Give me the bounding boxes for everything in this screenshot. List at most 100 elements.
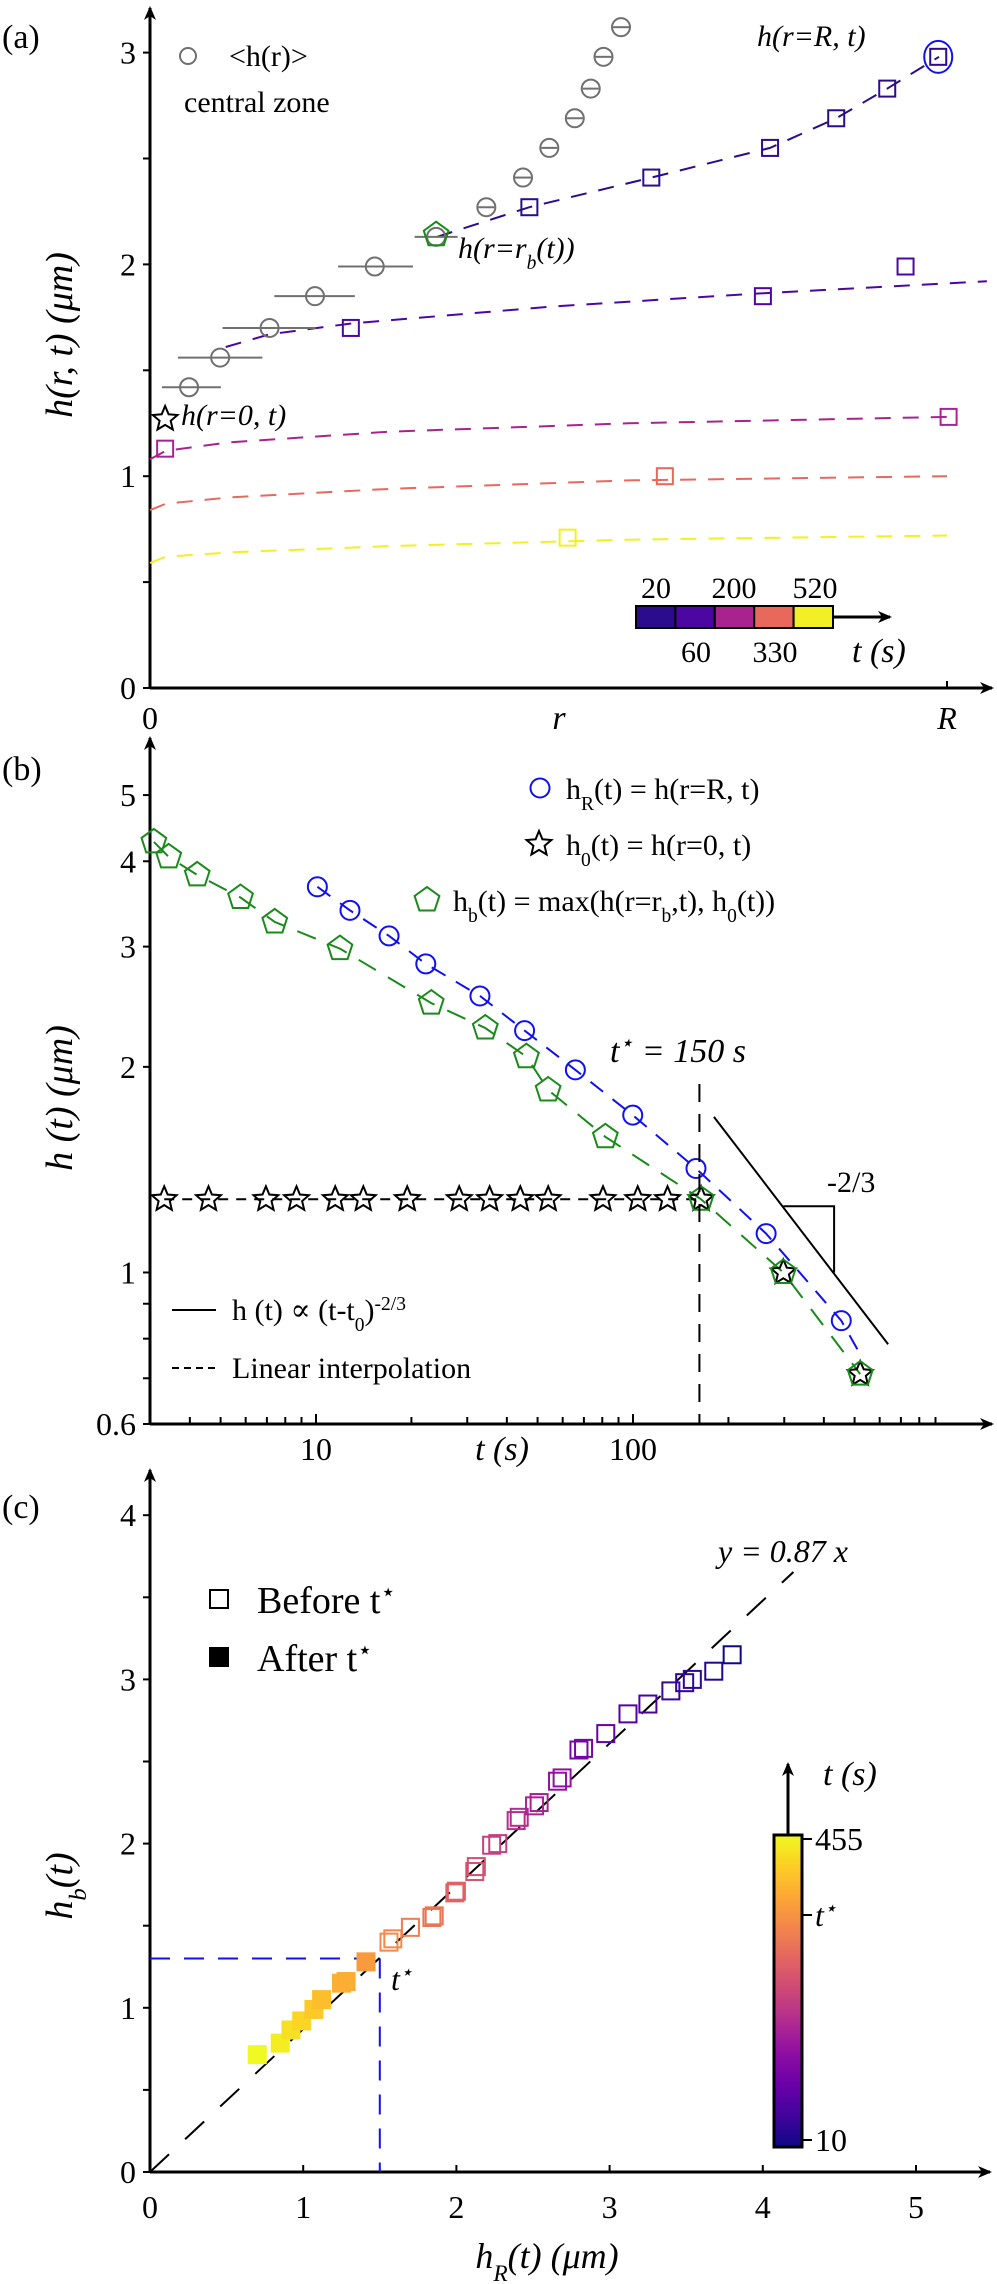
before-point xyxy=(445,1883,465,1903)
x-axis-label: hR(t) (μm) xyxy=(475,2236,618,2284)
after-point xyxy=(247,2045,267,2065)
before-point xyxy=(618,1704,638,1724)
series-1-point xyxy=(149,1183,180,1212)
center-point-marker xyxy=(150,403,180,432)
time-legend-label: 20 xyxy=(641,572,671,605)
series-0-point xyxy=(378,925,400,947)
central-zone-point xyxy=(593,46,614,67)
legend-marker-icon xyxy=(524,828,554,857)
colorbar-tick-label: t⋆ xyxy=(815,1897,837,1934)
fit-curve-t20 xyxy=(436,55,940,238)
series-0-point xyxy=(685,1157,707,1179)
time-legend-swatch xyxy=(753,605,795,629)
series-1-point xyxy=(281,1183,312,1212)
series-2-point xyxy=(140,827,168,854)
series-1-point xyxy=(251,1183,281,1212)
slope-triangle xyxy=(783,1205,836,1273)
annotation-center: h(r=0, t) xyxy=(181,399,286,432)
panel-c: (c) 0 1 2 3 4 0 1 2 3 4 5 hR(t) (μm) hb(t) y = 0.87 x t… xyxy=(2,1468,992,2284)
legend-marker-icon xyxy=(413,885,441,912)
x-axis-label: t (s) xyxy=(475,1431,529,1468)
central-zone-point xyxy=(476,197,497,218)
before-point xyxy=(488,1834,508,1854)
time-legend-swatch xyxy=(635,605,677,629)
series-1-point xyxy=(348,1183,379,1212)
legend-circle-icon xyxy=(179,47,197,65)
before-point xyxy=(465,1862,485,1882)
boundary-point-marker xyxy=(422,220,450,247)
x-tick-label: 3 xyxy=(602,2189,618,2225)
legend-label: hR(t) = h(r=R, t) xyxy=(566,773,759,815)
legend-after-icon xyxy=(209,1647,229,1667)
y-tick-label: 0.6 xyxy=(96,1406,136,1442)
series-2-point xyxy=(846,1359,874,1386)
y-tick-label: 3 xyxy=(120,929,136,965)
before-point xyxy=(574,1738,594,1758)
y-tick-label: 1 xyxy=(120,1254,136,1290)
series-1-point xyxy=(768,1256,799,1286)
series-0-point xyxy=(830,1310,852,1332)
profile-point-t20 xyxy=(827,109,846,128)
y-tick-label: 2 xyxy=(120,246,136,282)
x-tick-label: 2 xyxy=(448,2189,464,2225)
x-tick-label: 0 xyxy=(142,700,158,736)
series-0-point xyxy=(622,1104,644,1126)
x-tick-label: 5 xyxy=(908,2189,924,2225)
time-legend-axis-label: t (s) xyxy=(852,633,906,670)
time-legend-label: 330 xyxy=(753,636,798,669)
colorbar xyxy=(772,1833,804,2149)
x-tick-label: 1 xyxy=(295,2189,311,2225)
x-axis-label: r xyxy=(552,700,566,737)
series-1-point xyxy=(845,1358,876,1387)
series-2-point xyxy=(591,1122,619,1149)
panel-label-b: (b) xyxy=(2,751,42,788)
annotation-boundary: h(r=rb(t)) xyxy=(458,232,575,274)
series-1-point xyxy=(474,1183,505,1212)
y-tick-label: 0 xyxy=(120,670,136,706)
panel-b: (b) 0.6 1 2 3 4 5 10 100 t (s) h (t) (μm) t⋆ = 150 … xyxy=(2,736,994,1468)
x-tick-label: 10 xyxy=(300,1431,332,1467)
t-star-label: t⋆ = 150 s xyxy=(610,1030,746,1071)
y-axis-label: h(r, t) (μm) xyxy=(39,252,81,418)
profile-point-t520 xyxy=(558,528,577,547)
after-point xyxy=(312,1990,332,2010)
fit-curve-t60 xyxy=(225,280,987,348)
y-tick-label: 2 xyxy=(120,1049,136,1085)
legend-label: Linear interpolation xyxy=(232,1352,471,1385)
before-point xyxy=(422,1907,442,1927)
series-1-point xyxy=(444,1183,475,1212)
x-tick-label: 0 xyxy=(142,2189,158,2225)
profile-point-t200 xyxy=(156,439,175,458)
y-tick-label: 4 xyxy=(120,1497,136,1533)
series-2-point xyxy=(183,860,211,887)
series-0-point xyxy=(415,953,437,975)
central-zone-point xyxy=(580,78,601,99)
legend-label: h0(t) = h(r=0, t) xyxy=(566,829,751,871)
panel-a: (a) 0 1 2 3 0 Rr h(r, t) (μm) <h(r)> central zone… xyxy=(2,6,994,737)
series-0-point xyxy=(469,985,491,1007)
series-2-point xyxy=(769,1258,797,1284)
central-zone-point xyxy=(539,137,560,158)
before-point xyxy=(569,1740,589,1760)
series-1-point xyxy=(652,1183,683,1212)
edge-point-marker xyxy=(923,39,954,74)
colorbar-label: t (s) xyxy=(823,1756,877,1793)
series-2-point xyxy=(534,1075,562,1102)
y-tick-label: 3 xyxy=(120,35,136,71)
legend-sublabel: central zone xyxy=(184,86,330,119)
fit-label: y = 0.87 x xyxy=(715,1533,848,1569)
annotation-edge: h(r=R, t) xyxy=(757,20,866,53)
time-legend-swatch xyxy=(792,605,834,629)
central-zone-point xyxy=(210,347,231,368)
time-legend-label: 520 xyxy=(793,572,838,605)
before-point xyxy=(722,1645,742,1665)
panel-label-c: (c) xyxy=(2,1489,40,1526)
fit-curve-hb xyxy=(153,841,861,1375)
profile-point-t20 xyxy=(642,168,661,187)
time-legend-swatch xyxy=(713,605,756,629)
legend-label: After t⋆ xyxy=(257,1637,373,1681)
central-zone-point xyxy=(179,377,200,398)
profile-point-t60 xyxy=(753,287,772,306)
time-legend-label: 60 xyxy=(681,636,711,669)
